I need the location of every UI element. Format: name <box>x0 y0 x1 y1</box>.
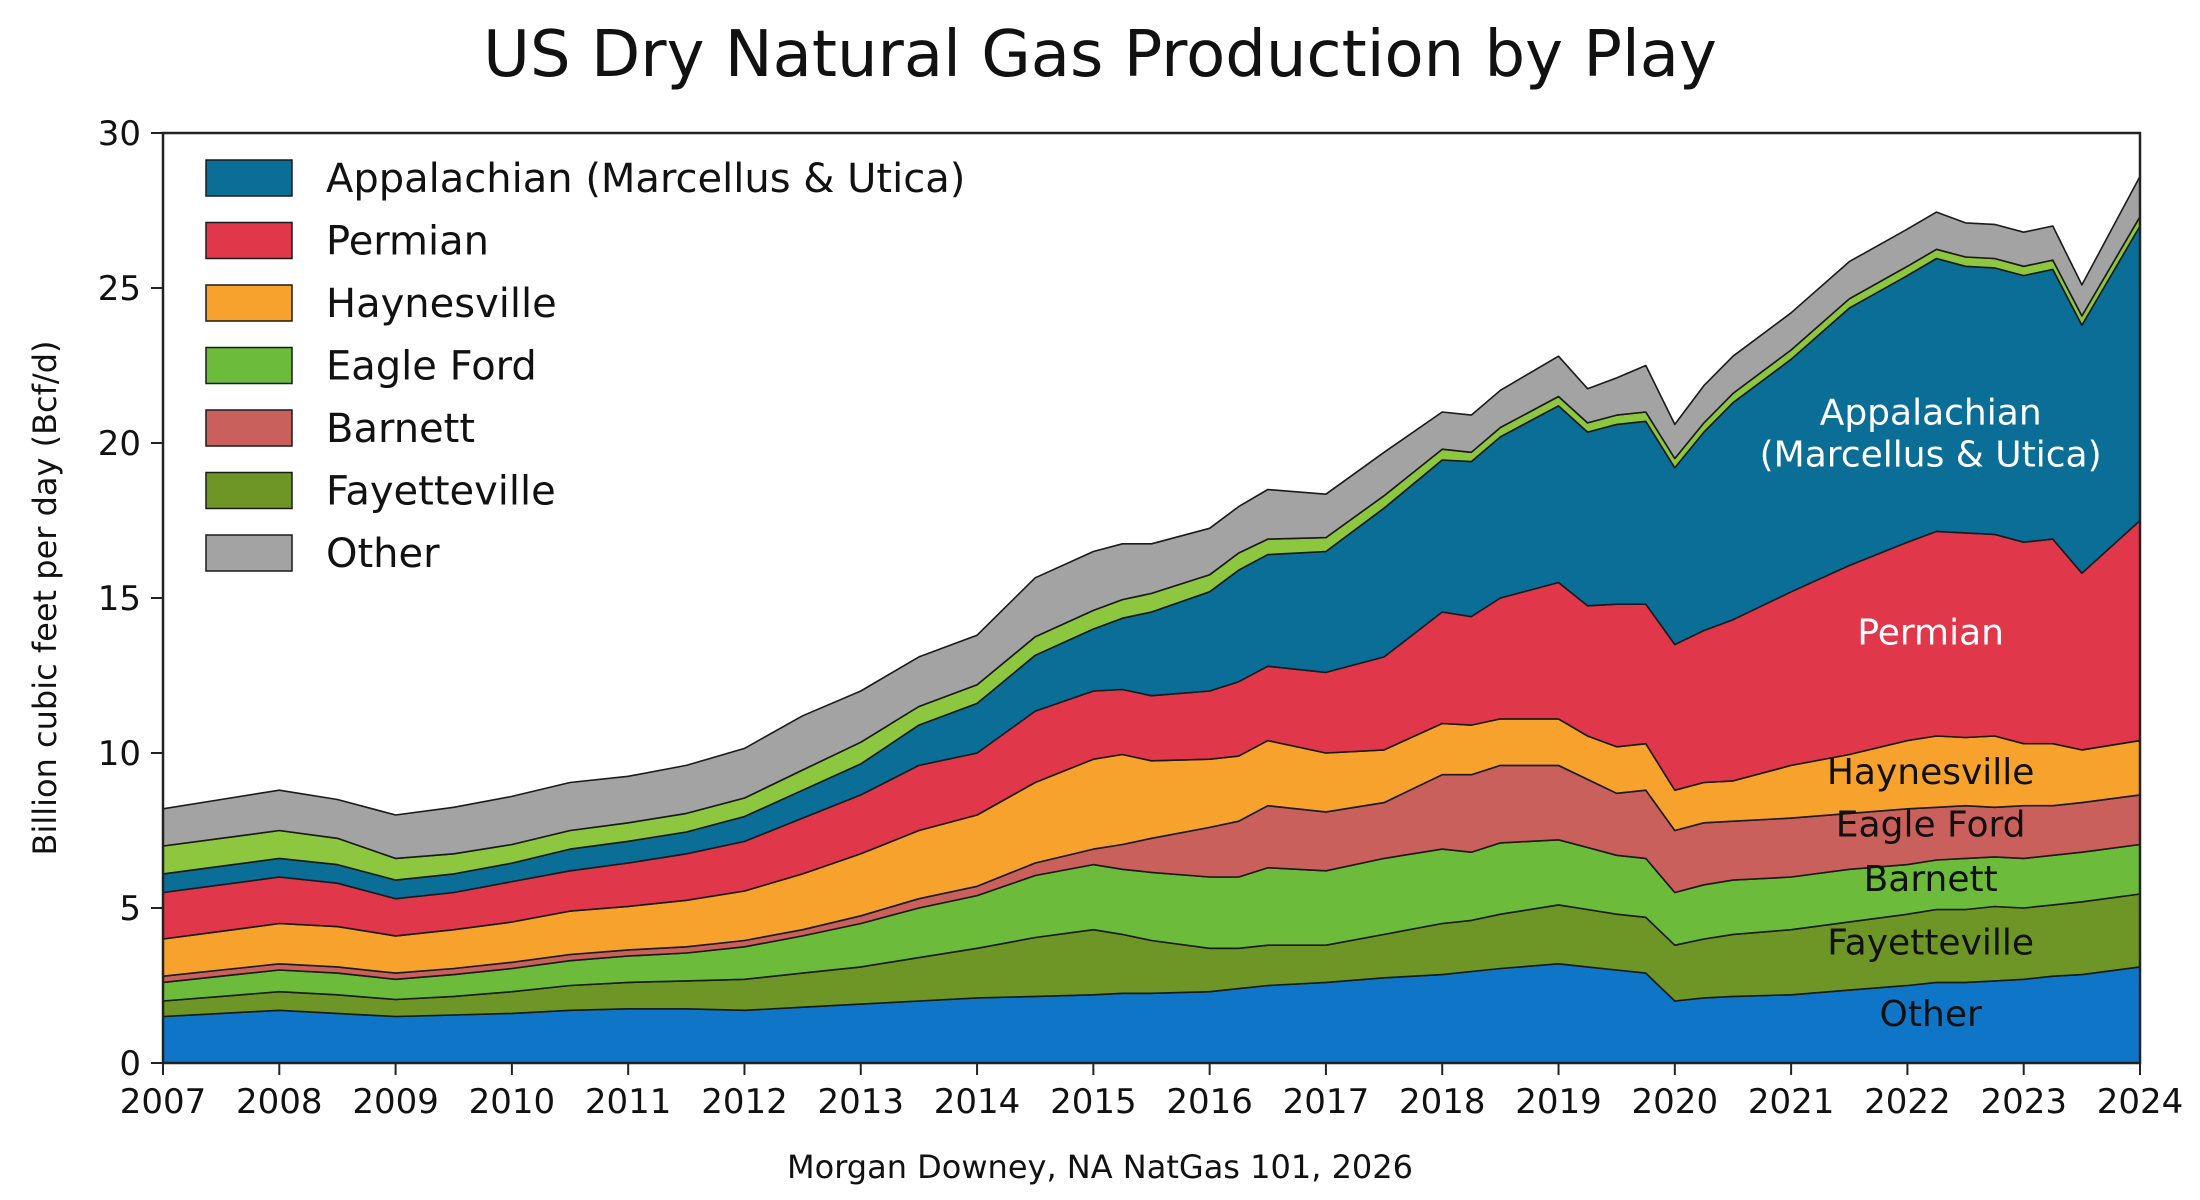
x-tick-label: 2016 <box>1166 1082 1253 1122</box>
annotation-line: Haynesville <box>1827 752 2035 793</box>
annotation-line: Permian <box>1857 613 2004 654</box>
x-tick-label: 2018 <box>1399 1082 1486 1122</box>
annotation-line: Eagle Ford <box>1836 805 2026 846</box>
y-tick-label: 5 <box>119 889 141 929</box>
annotation-line: (Marcellus & Utica) <box>1760 434 2102 475</box>
area-annotations: Appalachian (Marcellus & Utica) Permian Hay… <box>1760 392 2102 1034</box>
annotation-line: Fayetteville <box>1827 923 2034 964</box>
y-tick-label: 15 <box>98 579 141 619</box>
legend-swatch-appalachian-marcellus-utica <box>205 159 293 197</box>
x-tick-label: 2009 <box>352 1082 439 1122</box>
annotation-line: Appalachian <box>1820 392 2042 433</box>
legend-label-barnett: Barnett <box>326 406 475 452</box>
annotation-appalachian-marcellus-utica: Appalachian (Marcellus & Utica) <box>1760 392 2102 475</box>
x-tick-label: 2011 <box>585 1082 672 1122</box>
legend-swatch-permian <box>205 221 293 260</box>
y-tick-label: 25 <box>98 269 141 309</box>
x-tick-label: 2024 <box>2097 1082 2184 1122</box>
x-tick-label: 2013 <box>817 1082 904 1122</box>
legend-swatch-eagle-ford <box>205 346 293 385</box>
x-tick-label: 2023 <box>1980 1082 2067 1122</box>
y-tick-label: 20 <box>98 424 141 464</box>
annotation-barnett: Barnett <box>1864 859 1998 900</box>
legend-label-other: Other <box>326 531 440 577</box>
y-axis-label: Billion cubic feet per day (Bcf/d) <box>26 341 64 856</box>
x-tick-label: 2019 <box>1515 1082 1602 1122</box>
x-tick-label: 2012 <box>701 1082 788 1122</box>
legend-swatch-barnett <box>205 409 293 447</box>
x-tick-label: 2020 <box>1632 1082 1719 1122</box>
x-tick-label: 2017 <box>1283 1082 1370 1122</box>
legend-label-appalachian-marcellus-utica: Appalachian (Marcellus & Utica) <box>326 156 965 202</box>
x-tick-label: 2015 <box>1050 1082 1137 1122</box>
x-tick-label: 2010 <box>469 1082 556 1122</box>
x-tick-label: 2022 <box>1864 1082 1951 1122</box>
y-tick-label: 0 <box>119 1044 141 1084</box>
annotation-permian: Permian <box>1857 613 2004 654</box>
annotation-haynesville: Haynesville <box>1827 752 2035 793</box>
annotation-eagle-ford: Eagle Ford <box>1836 805 2026 846</box>
chart-caption: Morgan Downey, NA NatGas 101, 2026 <box>787 1148 1413 1186</box>
legend-label-permian: Permian <box>326 219 489 265</box>
annotation-fayetteville: Fayetteville <box>1827 923 2034 964</box>
legend-label-eagle-ford: Eagle Ford <box>326 344 537 390</box>
annotation-line: Barnett <box>1864 859 1998 900</box>
legend-swatch-haynesville <box>205 284 293 322</box>
legend-label-haynesville: Haynesville <box>326 281 557 327</box>
legend-swatch-fayetteville <box>205 471 293 510</box>
area-series-group <box>162 175 2141 1064</box>
legend-label-fayetteville: Fayetteville <box>326 469 556 515</box>
annotation-other: Other <box>1880 994 1982 1035</box>
annotation-line: Other <box>1880 994 1982 1035</box>
legend-swatch-other <box>205 534 293 572</box>
chart-title: US Dry Natural Gas Production by Play <box>483 18 1717 92</box>
y-axis-ticks: 0 5 10 15 20 25 30 <box>98 114 163 1084</box>
x-tick-label: 2008 <box>236 1082 323 1122</box>
x-axis-ticks: 2007 2008 2009 2010 2011 2012 2013 2014 2015 2016… <box>120 1063 2184 1122</box>
x-tick-label: 2007 <box>120 1082 207 1122</box>
legend: Appalachian (Marcellus & Utica) Permian Ha… <box>205 156 965 577</box>
x-tick-label: 2014 <box>934 1082 1021 1122</box>
y-tick-label: 30 <box>98 114 141 154</box>
y-tick-label: 10 <box>98 734 141 774</box>
x-tick-label: 2021 <box>1748 1082 1835 1122</box>
